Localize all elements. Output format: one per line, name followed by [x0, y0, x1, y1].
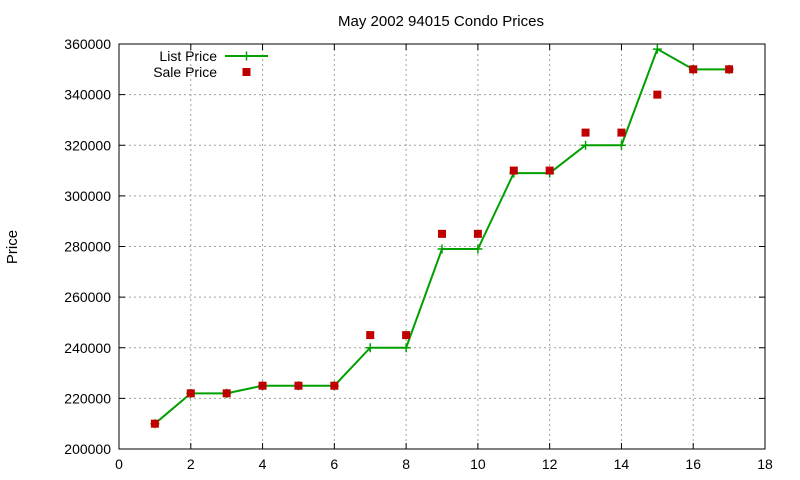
y-tick-label: 320000 — [64, 137, 111, 153]
y-tick-label: 220000 — [64, 390, 111, 406]
data-point — [258, 381, 267, 390]
x-tick-label: 2 — [187, 456, 195, 472]
data-point — [725, 65, 734, 74]
data-point — [366, 331, 375, 340]
data-point — [402, 331, 411, 340]
data-point — [438, 229, 446, 238]
legend-label-sale-price: Sale Price — [153, 64, 217, 80]
y-axis-label: Price — [4, 230, 21, 264]
legend-swatch-sale-price — [242, 68, 251, 76]
data-point — [473, 229, 482, 238]
chart-title: May 2002 94015 Condo Prices — [338, 13, 544, 30]
x-tick-label: 18 — [757, 456, 773, 472]
series-sale-price — [150, 65, 734, 428]
data-point — [473, 244, 483, 254]
data-point — [689, 65, 698, 74]
data-point — [581, 140, 591, 150]
plot-frame — [118, 43, 766, 450]
data-point — [365, 343, 375, 353]
x-tick-label: 12 — [542, 456, 558, 472]
y-tick-label: 260000 — [64, 289, 111, 305]
data-point — [330, 381, 339, 390]
x-tick-label: 6 — [330, 456, 338, 472]
x-tick-label: 0 — [115, 456, 123, 472]
data-point — [222, 389, 231, 398]
y-tick-label: 240000 — [64, 340, 111, 356]
legend-marker-list-price — [242, 51, 251, 61]
data-point — [652, 44, 662, 54]
y-tick-label: 280000 — [64, 239, 111, 255]
data-point — [294, 381, 303, 390]
y-tick-label: 360000 — [64, 36, 111, 52]
x-tick-label: 10 — [470, 456, 486, 472]
data-point — [616, 140, 626, 150]
series-layer — [150, 44, 734, 429]
data-point — [401, 343, 411, 353]
x-tick-label: 14 — [614, 456, 630, 472]
x-tick-label: 16 — [685, 456, 701, 472]
data-point — [509, 166, 518, 175]
data-point — [653, 90, 662, 99]
data-point — [545, 166, 554, 175]
data-point — [581, 128, 590, 137]
data-point — [186, 389, 195, 398]
x-tick-label: 8 — [402, 456, 410, 472]
data-point — [437, 244, 447, 254]
x-tick-label: 4 — [259, 456, 267, 472]
y-tick-label: 340000 — [64, 87, 111, 103]
y-tick-label: 300000 — [64, 188, 111, 204]
data-point — [617, 128, 626, 137]
axis-ticks: 0 2 4 6 8 10 12 14 16 18 200000 220000 240000 260000 2… — [64, 36, 773, 472]
legend-label-list-price: List Price — [159, 48, 217, 64]
y-tick-label: 200000 — [64, 441, 111, 457]
data-point — [150, 419, 159, 428]
